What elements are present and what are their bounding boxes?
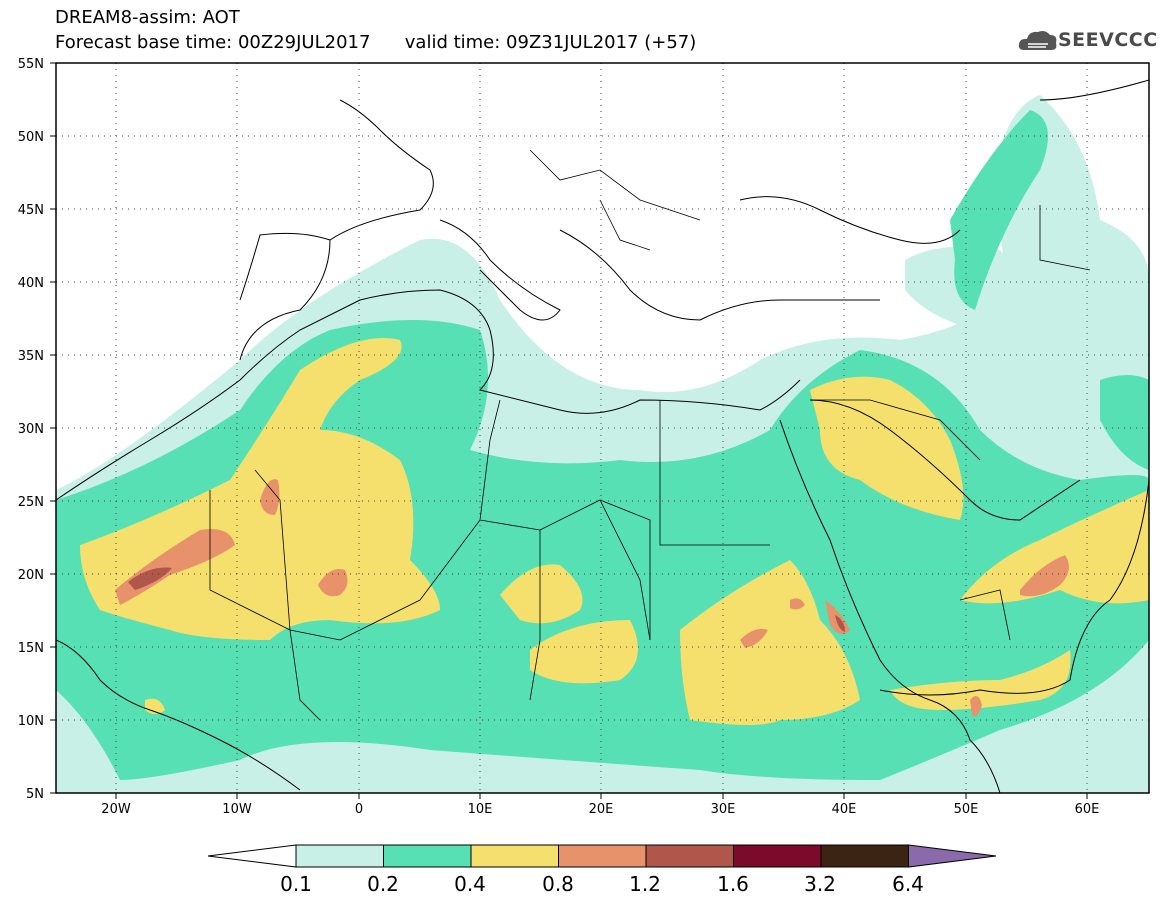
colorbar-label: 6.4 [892, 872, 924, 896]
colorbar-label: 0.2 [367, 872, 399, 896]
lat-axis: 55N 50N 45N 40N 35N 30N 25N 20N 15N 10N … [18, 57, 44, 802]
lon-label: 20W [101, 802, 131, 817]
lat-label: 25N [18, 495, 44, 510]
lon-label: 30E [711, 802, 736, 817]
lon-axis: 20W 10W 0 10E 20E 30E 40E 50E 60E [101, 802, 1099, 817]
map-subtitle: Forecast base time: 00Z29JUL2017 valid t… [55, 32, 697, 53]
cloud-logo-icon [1018, 31, 1057, 50]
logo-text: SEEVCCC [1058, 29, 1158, 51]
aot-level-04 [80, 338, 1149, 725]
lon-label: 0 [355, 802, 363, 817]
lat-label: 55N [18, 57, 44, 72]
colorbar-label: 0.8 [542, 872, 574, 896]
lon-label: 20E [589, 802, 614, 817]
lat-label: 30N [18, 422, 44, 437]
lon-label: 10W [222, 802, 252, 817]
colorbar-label: 0.4 [454, 872, 486, 896]
colorbar-label: 3.2 [804, 872, 836, 896]
colorbar-label: 1.6 [717, 872, 749, 896]
lat-ticks [50, 62, 1088, 799]
lon-label: 40E [832, 802, 857, 817]
country-borders [209, 149, 1091, 721]
lon-label: 50E [954, 802, 979, 817]
gridlines [56, 63, 1149, 793]
lat-label: 5N [26, 787, 44, 802]
colorbar-label: 0.1 [280, 872, 312, 896]
colorbar-label: 1.2 [629, 872, 661, 896]
lat-label: 35N [18, 349, 44, 364]
lat-label: 50N [18, 130, 44, 145]
lat-label: 45N [18, 203, 44, 218]
coastlines [56, 79, 1149, 793]
lon-label: 60E [1075, 802, 1100, 817]
lon-label: 10E [468, 802, 493, 817]
lat-label: 10N [18, 714, 44, 729]
aot-level-12 [128, 567, 845, 632]
lat-label: 15N [18, 641, 44, 656]
map-title: DREAM8-assim: AOT [55, 7, 240, 28]
lat-label: 20N [18, 568, 44, 583]
lat-label: 40N [18, 276, 44, 291]
